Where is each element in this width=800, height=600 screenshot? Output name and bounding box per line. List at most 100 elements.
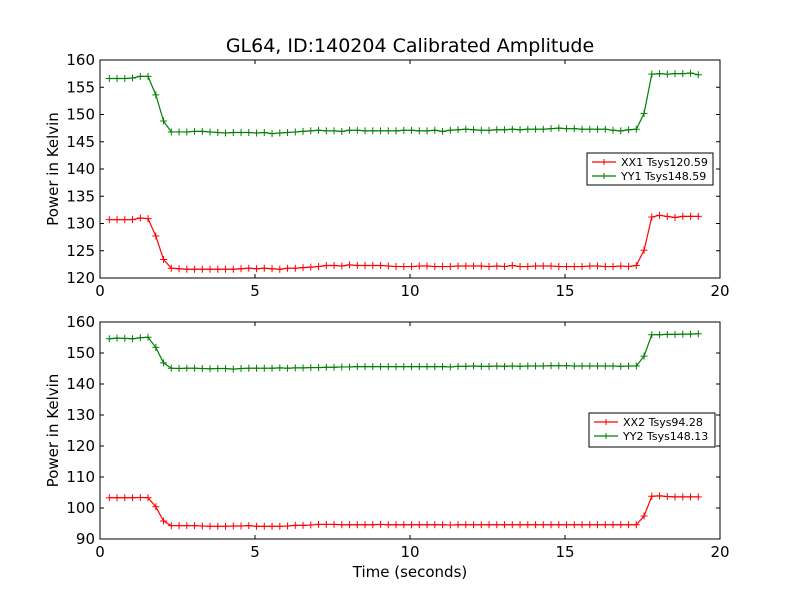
data-point <box>408 521 416 529</box>
data-point <box>175 365 183 372</box>
data-point <box>439 521 447 529</box>
data-point <box>276 129 284 137</box>
data-point <box>439 363 447 371</box>
data-point <box>563 263 571 271</box>
data-point <box>663 70 671 78</box>
data-point <box>687 330 695 338</box>
data-point <box>361 261 369 269</box>
data-point <box>245 364 253 372</box>
data-point <box>431 126 439 134</box>
legend-marker-1 <box>601 159 607 165</box>
data-point <box>532 262 540 270</box>
data-point <box>439 263 447 271</box>
data-point <box>586 125 594 133</box>
data-point <box>516 362 524 370</box>
legend-label-1: XX2 Tsys94.28 <box>623 416 703 429</box>
data-point <box>524 362 532 370</box>
data-point <box>601 521 609 529</box>
data-point <box>322 363 330 371</box>
data-point <box>632 261 640 269</box>
data-point <box>237 365 245 372</box>
data-point <box>121 334 129 342</box>
data-point <box>601 362 609 370</box>
data-point <box>206 522 214 530</box>
data-point <box>524 521 532 529</box>
data-point <box>392 363 400 371</box>
data-point <box>260 128 268 136</box>
data-point <box>470 362 478 370</box>
data-point <box>563 521 571 529</box>
top-panel: 0 5 10 15 20 120 125 130 135 140 145 150 155 160 Power… <box>44 51 730 300</box>
data-point <box>632 125 640 133</box>
data-point <box>152 232 160 240</box>
data-point <box>423 127 431 135</box>
data-point <box>462 521 470 529</box>
data-point <box>408 126 416 134</box>
data-point <box>361 363 369 371</box>
data-point <box>222 522 230 530</box>
y-tick-label: 130 <box>66 406 95 424</box>
data-point <box>369 521 377 529</box>
series-markers-1 <box>105 492 702 530</box>
data-point <box>299 521 307 529</box>
data-point <box>694 493 702 501</box>
legend-label-2: YY2 Tsys148.13 <box>622 430 708 443</box>
data-point <box>640 246 648 254</box>
data-point <box>113 75 121 83</box>
y-tick-label: 140 <box>66 160 95 178</box>
data-point <box>144 494 152 502</box>
data-point <box>284 364 292 372</box>
data-point <box>431 263 439 271</box>
legend-box <box>588 412 716 448</box>
data-point <box>632 362 640 370</box>
data-point <box>446 263 454 271</box>
data-point <box>501 521 509 529</box>
data-point <box>307 364 315 372</box>
data-point <box>493 126 501 134</box>
data-point <box>462 262 470 270</box>
data-point <box>144 72 152 80</box>
data-point <box>617 521 625 529</box>
data-point <box>253 364 261 372</box>
data-point <box>206 265 214 273</box>
data-point <box>516 126 524 134</box>
data-point <box>640 109 648 117</box>
data-point <box>539 125 547 133</box>
data-point <box>346 363 354 371</box>
data-point <box>423 521 431 529</box>
data-point <box>353 363 361 371</box>
y-tick-label: 150 <box>66 344 95 362</box>
data-point <box>594 262 602 270</box>
x-tick-label: 0 <box>95 282 105 300</box>
data-point <box>648 70 656 78</box>
data-point <box>284 128 292 136</box>
data-point <box>330 261 338 269</box>
bottom-panel: 0 5 10 15 20 90 100 110 120 130 140 150 160 Power in … <box>44 313 730 581</box>
data-point <box>377 520 385 528</box>
data-point <box>485 362 493 370</box>
data-point <box>547 362 555 370</box>
data-point <box>222 265 230 273</box>
data-point <box>152 91 160 99</box>
data-point <box>493 521 501 529</box>
data-point <box>539 262 547 270</box>
data-point <box>516 521 524 529</box>
data-point <box>640 512 648 520</box>
data-point <box>245 522 253 530</box>
data-point <box>493 262 501 270</box>
data-point <box>454 521 462 529</box>
data-point <box>687 69 695 77</box>
data-point <box>284 522 292 530</box>
data-point <box>532 362 540 370</box>
data-point <box>299 264 307 272</box>
data-point <box>369 127 377 135</box>
data-point <box>307 127 315 135</box>
data-point <box>346 521 354 529</box>
data-point <box>322 261 330 269</box>
x-axis-label: Time (seconds) <box>352 563 468 581</box>
data-point <box>307 263 315 271</box>
data-point <box>175 128 183 136</box>
data-point <box>594 521 602 529</box>
data-point <box>679 330 687 338</box>
data-point <box>222 129 230 137</box>
